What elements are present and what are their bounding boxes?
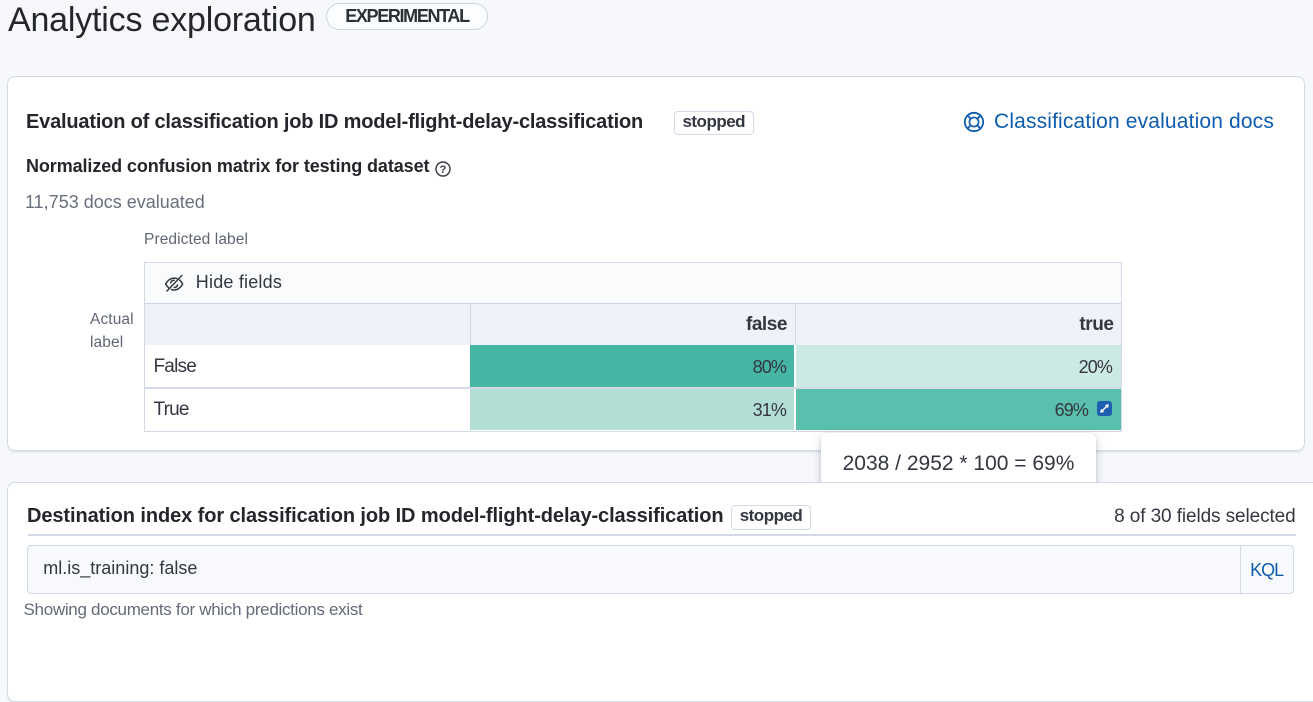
svg-text:?: ? xyxy=(440,164,447,176)
